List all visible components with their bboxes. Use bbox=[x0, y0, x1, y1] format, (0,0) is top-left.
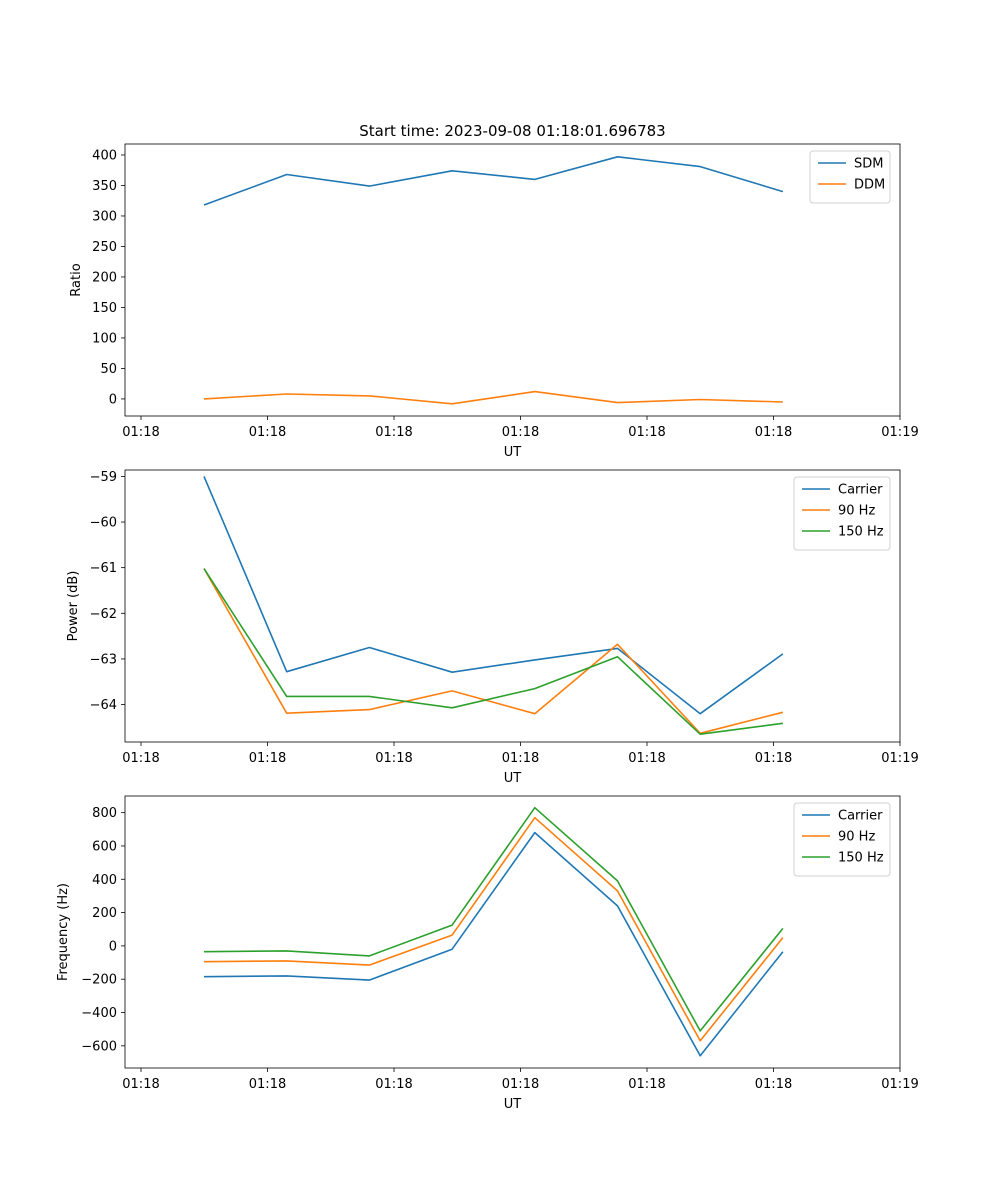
x-tick-label: 01:18 bbox=[249, 1077, 286, 1092]
y-tick-label: −61 bbox=[90, 561, 117, 576]
legend-label: 90 Hz bbox=[838, 504, 875, 519]
series-line-ddm bbox=[203, 390, 783, 405]
y-tick-label: 0 bbox=[109, 939, 117, 954]
x-axis-label: UT bbox=[504, 771, 522, 786]
x-tick-label: 01:18 bbox=[249, 751, 286, 766]
x-tick-label: 01:19 bbox=[881, 425, 918, 440]
y-tick-label: −200 bbox=[81, 973, 117, 988]
legend: Carrier 90 Hz 150 Hz bbox=[793, 802, 891, 877]
x-tick-label: 01:18 bbox=[375, 751, 412, 766]
axes-frame bbox=[124, 469, 901, 743]
x-tick-label: 01:18 bbox=[122, 751, 159, 766]
x-tick-label: 01:18 bbox=[122, 1077, 159, 1092]
y-tick-label: 800 bbox=[92, 806, 117, 821]
x-tick-label: 01:18 bbox=[628, 425, 665, 440]
x-tick-label: 01:18 bbox=[122, 425, 159, 440]
x-tick-label: 01:18 bbox=[755, 1077, 792, 1092]
y-tick-label: −63 bbox=[90, 652, 117, 667]
x-tick-label: 01:18 bbox=[628, 1077, 665, 1092]
y-tick-label: 100 bbox=[92, 331, 117, 346]
legend-label: SDM bbox=[854, 157, 883, 172]
x-tick-label: 01:18 bbox=[375, 425, 412, 440]
y-tick-label: 150 bbox=[92, 301, 117, 316]
y-tick-label: 350 bbox=[92, 179, 117, 194]
legend-label: Carrier bbox=[838, 483, 883, 498]
y-tick-label: 300 bbox=[92, 209, 117, 224]
axes-frame bbox=[124, 795, 901, 1069]
axes-frame bbox=[124, 143, 901, 417]
y-tick-label: −62 bbox=[90, 607, 117, 622]
series-line-90-hz bbox=[203, 568, 784, 735]
y-tick-label: 50 bbox=[100, 362, 117, 377]
legend-label: Carrier bbox=[838, 809, 883, 824]
panels: 01:18 01:18 01:18 01:18 01:18 01:18 01:19 0 50 10… bbox=[56, 143, 919, 1112]
legend-label: DDM bbox=[854, 178, 885, 193]
y-tick-label: 400 bbox=[92, 148, 117, 163]
legend-box bbox=[809, 150, 891, 204]
x-tick-label: 01:18 bbox=[375, 1077, 412, 1092]
y-axis-label: Frequency (Hz) bbox=[56, 883, 71, 981]
x-tick-label: 01:18 bbox=[502, 425, 539, 440]
series-line-carrier bbox=[203, 831, 784, 1057]
legend-label: 90 Hz bbox=[838, 830, 875, 845]
y-tick-label: −400 bbox=[81, 1006, 117, 1021]
chart-power: 01:18 01:18 01:18 01:18 01:18 01:18 01:19 −64 −6… bbox=[66, 469, 919, 786]
y-tick-label: −59 bbox=[90, 470, 117, 485]
x-axis-label: UT bbox=[504, 1097, 522, 1112]
legend: Carrier 90 Hz 150 Hz bbox=[793, 476, 891, 551]
series-line-90-hz bbox=[203, 816, 784, 1042]
y-tick-label: 200 bbox=[92, 270, 117, 285]
y-tick-label: 250 bbox=[92, 240, 117, 255]
series-line-sdm bbox=[203, 156, 784, 206]
y-tick-label: 0 bbox=[109, 392, 117, 407]
y-tick-label: 200 bbox=[92, 906, 117, 921]
figure-title: Start time: 2023-09-08 01:18:01.696783 bbox=[359, 122, 665, 140]
chart-frequency: 01:18 01:18 01:18 01:18 01:18 01:18 01:19 −600 −… bbox=[56, 795, 919, 1112]
y-tick-label: 600 bbox=[92, 839, 117, 854]
legend: SDM DDM bbox=[809, 150, 891, 204]
series-line-carrier bbox=[203, 476, 784, 715]
x-tick-label: 01:18 bbox=[502, 1077, 539, 1092]
y-axis-label: Power (dB) bbox=[66, 571, 81, 642]
y-axis-label: Ratio bbox=[69, 263, 84, 296]
x-tick-label: 01:18 bbox=[628, 751, 665, 766]
x-tick-label: 01:18 bbox=[249, 425, 286, 440]
x-tick-label: 01:18 bbox=[502, 751, 539, 766]
x-tick-label: 01:19 bbox=[881, 751, 918, 766]
series-line-150-hz bbox=[203, 568, 784, 736]
chart-ratio: 01:18 01:18 01:18 01:18 01:18 01:18 01:19 0 50 10… bbox=[69, 143, 919, 460]
x-tick-label: 01:18 bbox=[755, 751, 792, 766]
legend-label: 150 Hz bbox=[838, 525, 884, 540]
x-tick-label: 01:19 bbox=[881, 1077, 918, 1092]
y-tick-label: −600 bbox=[81, 1039, 117, 1054]
y-tick-label: 400 bbox=[92, 873, 117, 888]
x-axis-label: UT bbox=[504, 445, 522, 460]
series-line-150-hz bbox=[203, 806, 784, 1032]
y-tick-label: −60 bbox=[90, 516, 117, 531]
y-tick-label: −64 bbox=[90, 698, 117, 713]
legend-label: 150 Hz bbox=[838, 851, 884, 866]
x-tick-label: 01:18 bbox=[755, 425, 792, 440]
